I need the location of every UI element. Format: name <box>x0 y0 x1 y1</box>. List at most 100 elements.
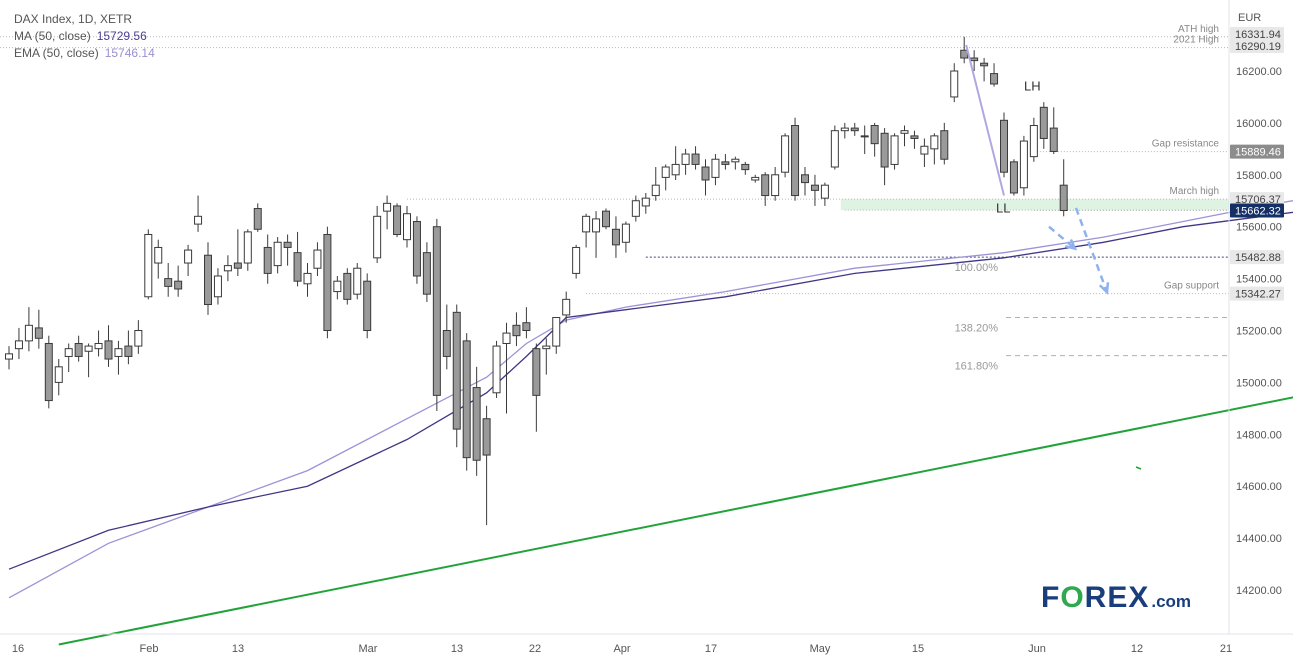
small-marker <box>1135 466 1142 470</box>
candle-body <box>771 174 780 197</box>
candle-body <box>900 130 909 134</box>
candle-body <box>611 228 620 246</box>
y-tick-label: 15400.00 <box>1236 274 1282 286</box>
candle-body <box>383 202 392 212</box>
candle-body <box>24 324 33 342</box>
y-tick-label: 15800.00 <box>1236 170 1282 182</box>
candle-body <box>920 145 929 155</box>
candle-body <box>781 135 790 173</box>
candle-body <box>741 163 750 171</box>
x-tick-label: 21 <box>1220 643 1232 655</box>
chart-legend: DAX Index, 1D, XETR MA (50, close) 15729.… <box>14 11 155 62</box>
candle-body <box>442 330 451 357</box>
legend-ma-value: 15729.56 <box>96 29 147 43</box>
candle-body <box>890 135 899 165</box>
candle-body <box>820 184 829 199</box>
candle-body <box>134 330 143 347</box>
drop-annotation-line <box>965 44 1005 196</box>
candle-body <box>144 233 153 298</box>
candle-body <box>651 184 660 197</box>
x-tick-label: 13 <box>451 643 463 655</box>
support-zone-layer <box>840 199 1229 211</box>
candle-body <box>333 280 342 293</box>
currency-label: EUR <box>1238 12 1261 24</box>
candle-body <box>154 246 163 264</box>
candle-body <box>1059 184 1068 212</box>
candle-body <box>1009 161 1018 194</box>
candle-body <box>930 135 939 150</box>
projection-arrow-1-head <box>1065 239 1078 251</box>
candle-body <box>273 241 282 267</box>
candle-body <box>860 135 869 138</box>
candle-body <box>303 272 312 285</box>
y-tick-label: 14600.00 <box>1236 481 1282 493</box>
level-label: Gap resistance <box>1152 139 1220 150</box>
level-label: ATH high <box>1178 24 1219 35</box>
price-badge-label: 15662.32 <box>1235 206 1281 218</box>
candle-body <box>980 62 989 67</box>
candle-body <box>970 57 979 62</box>
candle-body <box>253 208 262 230</box>
y-tick-label: 15000.00 <box>1236 377 1282 389</box>
candle-body <box>880 132 889 168</box>
price-badge-label: 15342.27 <box>1235 289 1281 301</box>
price-badge <box>1230 192 1284 207</box>
x-tick-label: 12 <box>1131 643 1143 655</box>
candle-body <box>353 267 362 295</box>
candle-body <box>751 176 760 181</box>
x-tick-label: 17 <box>705 643 717 655</box>
level-label: Gap support <box>1164 281 1219 292</box>
y-tick-label: 14200.00 <box>1236 585 1282 597</box>
candle-body <box>602 210 610 228</box>
candle-body <box>323 233 332 331</box>
fib-label: 161.80% <box>955 361 999 373</box>
candle-body <box>542 345 551 350</box>
candle-body <box>1019 140 1028 189</box>
candle-body <box>124 345 133 357</box>
candle-body <box>164 278 173 287</box>
legend-ema-label: EMA (50, close) <box>14 46 99 60</box>
candle-body <box>691 153 700 165</box>
x-tick-label: Feb <box>140 643 159 655</box>
candle-body <box>940 130 949 160</box>
logo-rex: REX <box>1084 581 1150 614</box>
logo-suffix: .com <box>1151 592 1192 611</box>
price-badge <box>1230 286 1284 301</box>
fib-label: 138.20% <box>955 323 999 335</box>
price-badge-label: 15889.46 <box>1235 147 1281 159</box>
fib-label: 100.00% <box>955 262 999 274</box>
candle-body <box>54 366 63 383</box>
candle-body <box>830 130 839 168</box>
candle-body <box>373 215 382 259</box>
candle-body <box>343 272 352 300</box>
price-badge-label: 15482.88 <box>1235 252 1281 264</box>
candle-body <box>522 322 531 331</box>
candle-body <box>412 221 421 277</box>
candle-body <box>452 311 461 430</box>
y-tick-label: 14800.00 <box>1236 429 1282 441</box>
x-tick-label: May <box>810 643 831 655</box>
candle-body <box>731 158 740 163</box>
candle-body <box>791 124 800 197</box>
candle-body <box>393 205 402 235</box>
candle-body <box>661 166 670 178</box>
candles-layer <box>5 36 1068 526</box>
candle-body <box>631 200 640 217</box>
price-badge <box>1230 250 1284 265</box>
legend-ema-value: 15746.14 <box>104 46 155 60</box>
candle-body <box>14 340 23 350</box>
candle-body <box>462 340 471 459</box>
swing-label-ll: LL <box>996 200 1010 215</box>
logo-o: O <box>1060 581 1085 614</box>
y-tick-label: 15200.00 <box>1236 326 1282 338</box>
candle-body <box>44 342 53 402</box>
price-badge-label: 16290.19 <box>1235 41 1281 53</box>
candle-body <box>711 158 720 178</box>
level-lines-layer <box>0 36 1229 357</box>
candle-body <box>671 163 680 176</box>
axis-layer: EUR 14200.00 14400.00 14600.00 14800.00 1500… <box>0 0 1293 655</box>
legend-symbol: DAX Index, 1D, XETR <box>14 12 133 26</box>
candle-body <box>621 223 630 243</box>
